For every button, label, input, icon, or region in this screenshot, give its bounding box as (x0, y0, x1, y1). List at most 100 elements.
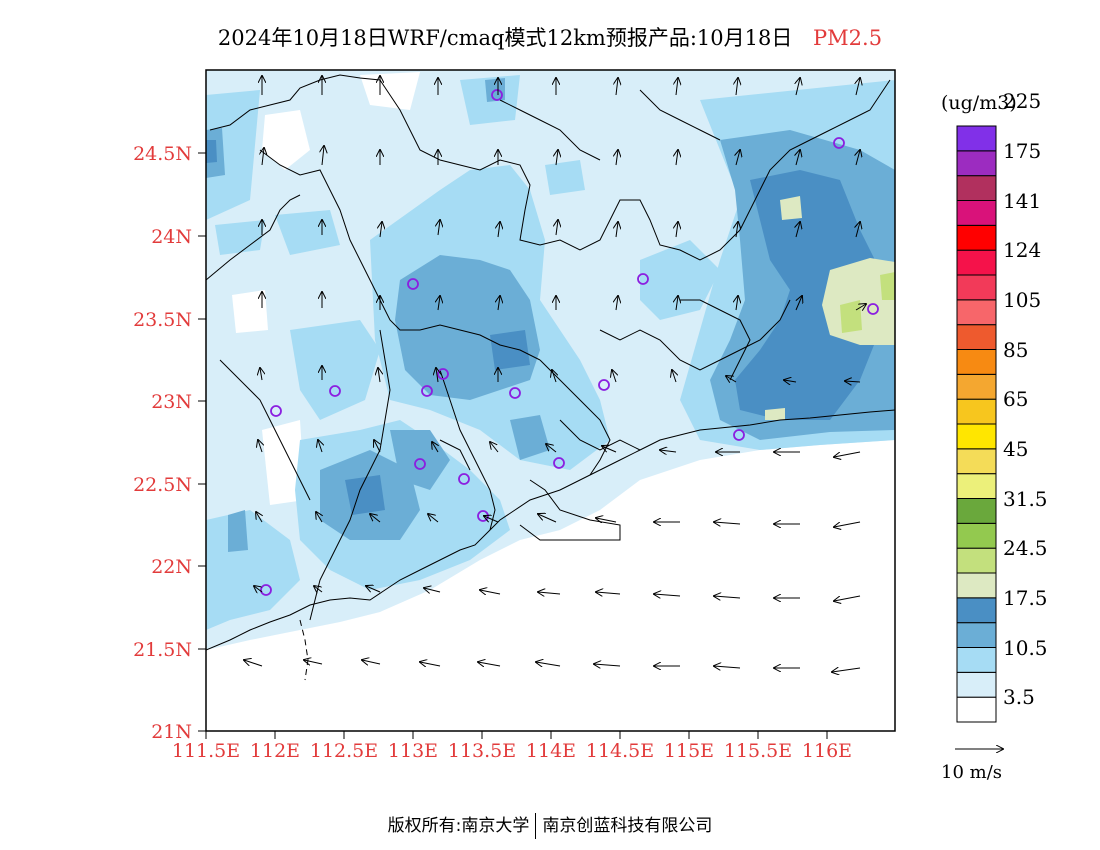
station-marker (733, 429, 745, 441)
x-tick-label: 112E (250, 740, 300, 762)
station-marker (421, 385, 433, 397)
level-45-region (840, 300, 862, 333)
level-31-region (765, 408, 785, 420)
colorbar-swatch (956, 696, 997, 723)
clean-patch (262, 110, 310, 170)
x-tick-label: 115E (664, 740, 714, 762)
station-marker (270, 405, 282, 417)
title-variable: PM2.5 (813, 26, 883, 50)
colorbar-swatch (956, 175, 997, 202)
station-marker (833, 137, 845, 149)
copyright-footer: 版权所有:南京大学 南京创蓝科技有限公司 (0, 811, 1100, 839)
x-tick-marks (205, 731, 828, 739)
y-tick-label: 24N (151, 226, 192, 248)
colorbar (956, 125, 997, 723)
colorbar-swatch (956, 547, 997, 574)
colorbar-swatch (956, 671, 997, 698)
concentration-field (206, 70, 895, 731)
colorbar-label: 105 (1003, 287, 1042, 312)
level-17-region (510, 415, 550, 460)
colorbar-label: 141 (1003, 188, 1042, 213)
colorbar-swatch (956, 349, 997, 375)
station-marker (553, 457, 565, 469)
footer-right: 南京创蓝科技有限公司 (542, 816, 713, 836)
colorbar-label: 85 (1003, 337, 1029, 362)
clean-patch (232, 290, 268, 333)
colorbar-swatch (956, 522, 997, 549)
y-tick-marks (198, 152, 206, 732)
x-tick-label: 114E (526, 740, 576, 762)
colorbar-label: 24.5 (1003, 536, 1048, 561)
station-marker (458, 473, 470, 485)
x-tick-label: 114.5E (586, 740, 654, 762)
x-tick-label: 115.5E (724, 740, 792, 762)
station-marker (867, 303, 879, 315)
level-17-region (228, 510, 248, 552)
level-10-region (545, 160, 585, 195)
y-tick-label: 21.5N (133, 639, 192, 661)
colorbar-swatch (956, 398, 997, 425)
x-tick-label: 116E (802, 740, 852, 762)
colorbar-label: 3.5 (1003, 685, 1035, 710)
station-marker (598, 379, 610, 391)
colorbar-swatch (956, 249, 997, 276)
colorbar-swatch (956, 324, 997, 350)
colorbar-swatch (956, 498, 997, 524)
y-tick-label: 22.5N (133, 474, 192, 496)
station-marker (637, 273, 649, 285)
colorbar-swatch (956, 224, 997, 251)
footer-separator (535, 813, 537, 839)
colorbar-label: 175 (1003, 138, 1042, 163)
level-10-region (215, 220, 265, 255)
colorbar-swatch (956, 299, 997, 326)
clean-patch (360, 72, 420, 110)
colorbar-label: 124 (1003, 238, 1042, 263)
station-marker (491, 89, 503, 101)
y-tick-label: 23N (151, 391, 192, 413)
colorbar-swatch (956, 448, 997, 475)
level-24-region (206, 140, 217, 163)
boundary-lines (206, 74, 895, 681)
map-title: 2024年10月18日WRF/cmaq模式12km预报产品:10月18日 PM2… (0, 22, 1100, 52)
colorbar-label: 65 (1003, 387, 1029, 412)
colorbar-swatch (956, 622, 997, 649)
station-marker (414, 458, 426, 470)
level-31-region (780, 196, 802, 220)
level-24-region (735, 170, 880, 420)
x-tick-label: 112.5E (310, 740, 378, 762)
level-24-region (490, 330, 530, 370)
x-tick-label: 111.5E (172, 740, 240, 762)
colorbar-units: (ug/m3) (941, 92, 1017, 114)
title-text: 2024年10月18日WRF/cmaq模式12km预报产品:10月18日 (217, 26, 793, 50)
colorbar-swatch (956, 572, 997, 599)
colorbar-label: 31.5 (1003, 486, 1048, 511)
ocean-low-area (206, 440, 895, 731)
colorbar-label: 17.5 (1003, 585, 1048, 610)
colorbar-swatch (956, 150, 997, 177)
y-tick-label: 24.5N (133, 143, 192, 165)
level-10-region (206, 90, 260, 220)
station-marker (329, 385, 341, 397)
colorbar-swatch (956, 473, 997, 499)
y-tick-label: 22N (151, 556, 192, 578)
colorbar-swatch (956, 200, 997, 226)
y-tick-label: 21N (151, 721, 192, 743)
level-45-region (880, 272, 895, 300)
y-tick-label: 23.5N (133, 309, 192, 331)
colorbar-swatch (956, 597, 997, 624)
wind-vectors (244, 76, 866, 672)
x-tick-label: 113E (388, 740, 438, 762)
x-tick-label: 113.5E (448, 740, 516, 762)
colorbar-swatch (956, 125, 997, 152)
level-10-region (290, 320, 380, 420)
reference-vector-label: 10 m/s (941, 762, 1002, 783)
footer-left: 版权所有:南京大学 (387, 816, 530, 836)
colorbar-label: 10.5 (1003, 635, 1048, 660)
colorbar-swatch (956, 373, 997, 400)
colorbar-label: 45 (1003, 436, 1029, 461)
colorbar-swatch (956, 647, 997, 673)
station-marker (407, 278, 419, 290)
station-marker (509, 387, 521, 399)
colorbar-swatch (956, 423, 997, 450)
